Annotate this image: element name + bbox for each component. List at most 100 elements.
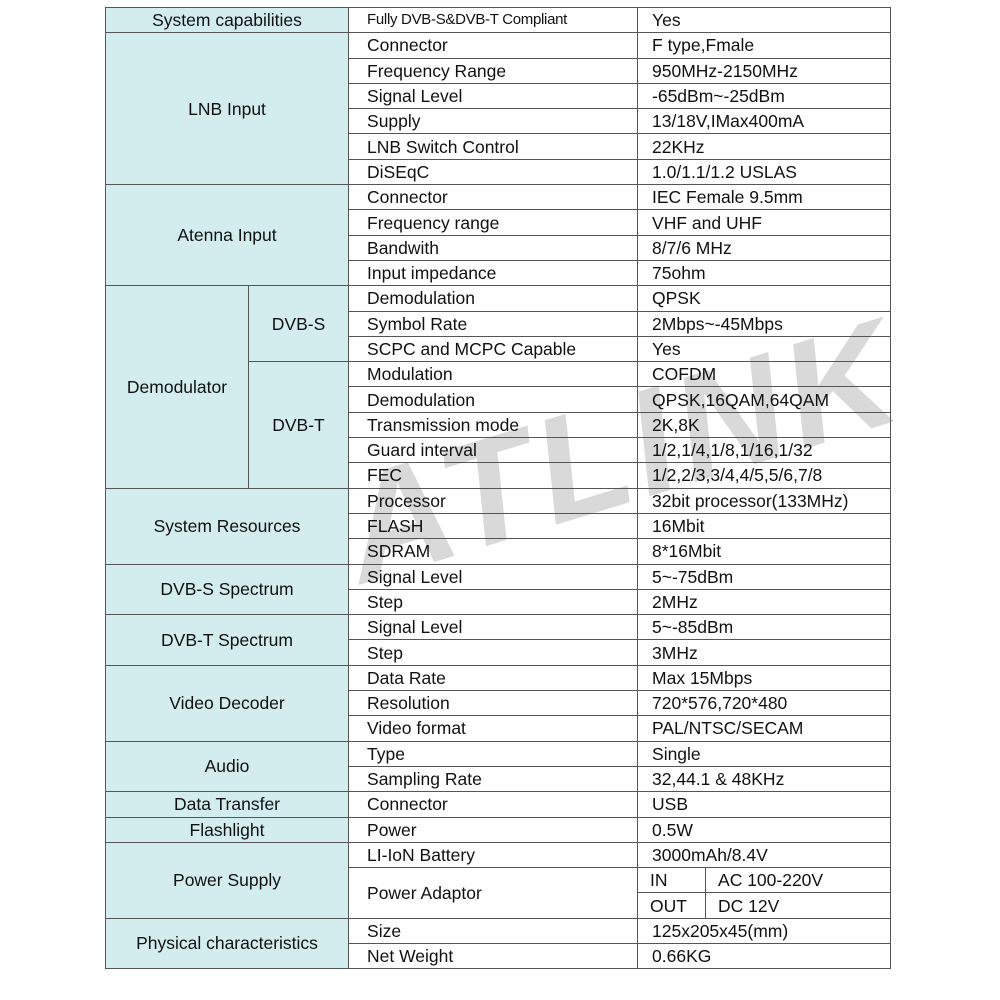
spec-value: Yes	[637, 6, 892, 34]
spec-value: 8*16Mbit	[637, 538, 892, 565]
spec-name: LI-IoN Battery	[348, 841, 639, 869]
table-row: Resolution 720*576,720*480	[106, 690, 892, 717]
spec-value: 720*576,720*480	[637, 690, 892, 717]
spec-name: Modulation	[348, 361, 639, 388]
table-row: Atenna Input Connector IEC Female 9.5mm	[104, 184, 892, 287]
spec-name: Symbol Rate	[348, 310, 639, 337]
spec-name: Guard interval	[348, 437, 639, 464]
table-row: DVB-S Spectrum Signal Level 5~-75dBm	[104, 563, 892, 616]
table-row: Guard interval 1/2,1/4,1/8,1/16,1/32	[106, 437, 892, 464]
spec-name: Net Weight	[348, 942, 639, 970]
spec-name: Data Rate	[348, 664, 639, 692]
table-row: DVB-T Modulation COFDM	[106, 361, 892, 489]
spec-value: 13/18V,IMax400mA	[637, 108, 892, 135]
subsection-label: DVB-T	[247, 361, 350, 489]
section-label: System Resources	[104, 487, 350, 565]
spec-value: 16Mbit	[637, 512, 892, 540]
spec-value: USB	[637, 791, 892, 818]
spec-name: Connector	[348, 184, 639, 211]
table-row: Power Supply LI-IoN Battery 3000mAh/8.4V	[104, 841, 892, 919]
section-label: DVB-S Spectrum	[104, 563, 350, 616]
table-row: Bandwith 8/7/6 MHz	[106, 234, 892, 261]
spec-name: Signal Level	[348, 614, 639, 641]
spec-name: Frequency range	[348, 209, 639, 236]
spec-name: Input impedance	[348, 259, 639, 287]
table-row: System capabilities Fully DVB-S&DVB-T Com…	[104, 6, 892, 34]
table-row: System Resources Processor 32bit processor…	[104, 487, 892, 565]
spec-name: Step	[348, 639, 639, 666]
spec-sub-key: OUT	[637, 892, 707, 919]
section-label: Flashlight	[104, 816, 350, 843]
spec-name: Signal Level	[348, 563, 639, 590]
section-label: Data Transfer	[104, 791, 350, 818]
spec-name: SCPC and MCPC Capable	[348, 335, 639, 363]
section-label: Physical characteristics	[104, 917, 350, 970]
section-label: Video Decoder	[104, 664, 350, 742]
table-row: DiSEqC 1.0/1.1/1.2 USLAS	[106, 158, 892, 186]
section-label: Demodulator	[105, 285, 249, 489]
spec-value: F type,Fmale	[637, 32, 892, 59]
spec-name: Connector	[348, 791, 639, 818]
spec-name: Sampling Rate	[348, 765, 639, 793]
spec-value: QPSK,16QAM,64QAM	[637, 386, 892, 413]
table-row: Data Transfer Connector USB	[104, 791, 892, 818]
table-row: Step 3MHz	[106, 639, 892, 666]
spec-value: 125x205x45(mm)	[637, 917, 892, 944]
spec-name: FEC	[348, 462, 639, 489]
spec-value: 0.5W	[637, 816, 892, 843]
section-label: Audio	[104, 740, 350, 793]
table-row: Input impedance 75ohm	[106, 259, 892, 287]
spec-value: Max 15Mbps	[637, 664, 892, 692]
spec-value: Single	[637, 740, 892, 767]
table-row: FLASH 16Mbit	[106, 512, 892, 540]
section-label: Atenna Input	[104, 184, 350, 287]
table-row: LNB Input Connector F type,Fmale	[104, 32, 892, 186]
spec-name: LNB Switch Control	[348, 133, 639, 160]
spec-value: 2K,8K	[637, 411, 892, 439]
spec-name: Type	[348, 740, 639, 767]
spec-value: QPSK	[637, 285, 892, 312]
spec-value: -65dBm~-25dBm	[637, 82, 892, 110]
spec-name: FLASH	[348, 512, 639, 540]
spec-value: 2Mbps~-45Mbps	[637, 310, 892, 337]
spec-value: 5~-85dBm	[637, 614, 892, 641]
spec-value: DC 12V	[705, 892, 892, 919]
table-row: SDRAM 8*16Mbit	[106, 538, 892, 565]
spec-name: DiSEqC	[348, 158, 639, 186]
spec-name: Step	[348, 588, 639, 616]
spec-value: IEC Female 9.5mm	[637, 184, 892, 211]
table-row: Video format PAL/NTSC/SECAM	[106, 715, 892, 742]
spec-value: 1/2,2/3,3/4,4/5,5/6,7/8	[637, 462, 892, 489]
table-row: Physical characteristics Size 125x205x45(m…	[104, 917, 892, 970]
table-row: Transmission mode 2K,8K	[106, 411, 892, 439]
table-row: Audio Type Single	[104, 740, 892, 793]
spec-name: Processor	[348, 487, 639, 514]
spec-name: Fully DVB-S&DVB-T Compliant	[348, 6, 639, 34]
spec-name: Frequency Range	[348, 57, 639, 84]
spec-name: Resolution	[348, 690, 639, 717]
spec-value: Yes	[637, 335, 892, 363]
spec-name: Transmission mode	[348, 411, 639, 439]
table-row: Video Decoder Data Rate Max 15Mbps	[104, 664, 892, 742]
spec-sub-key: IN	[637, 867, 707, 894]
spec-value: 5~-75dBm	[637, 563, 892, 590]
table-row: Frequency Range 950MHz-2150MHz	[106, 57, 892, 84]
spec-value: 3000mAh/8.4V	[637, 841, 892, 869]
spec-name: Demodulation	[348, 285, 639, 312]
spec-value: 2MHz	[637, 588, 892, 616]
table-row: Net Weight 0.66KG	[106, 942, 892, 970]
spec-table: System capabilities Fully DVB-S&DVB-T Com…	[104, 6, 892, 970]
table-row: OUT DC 12V	[106, 892, 892, 919]
table-row: Flashlight Power 0.5W	[104, 816, 892, 843]
spec-value: 8/7/6 MHz	[637, 234, 892, 261]
spec-name: SDRAM	[348, 538, 639, 565]
spec-value: 1/2,1/4,1/8,1/16,1/32	[637, 437, 892, 464]
spec-name: Supply	[348, 108, 639, 135]
spec-name: Signal Level	[348, 82, 639, 110]
table-row: Sampling Rate 32,44.1 & 48KHz	[106, 765, 892, 793]
spec-value: PAL/NTSC/SECAM	[637, 715, 892, 742]
spec-name: Connector	[348, 32, 639, 59]
spec-name: Demodulation	[348, 386, 639, 413]
spec-value: 1.0/1.1/1.2 USLAS	[637, 158, 892, 186]
spec-value: 32,44.1 & 48KHz	[637, 765, 892, 793]
